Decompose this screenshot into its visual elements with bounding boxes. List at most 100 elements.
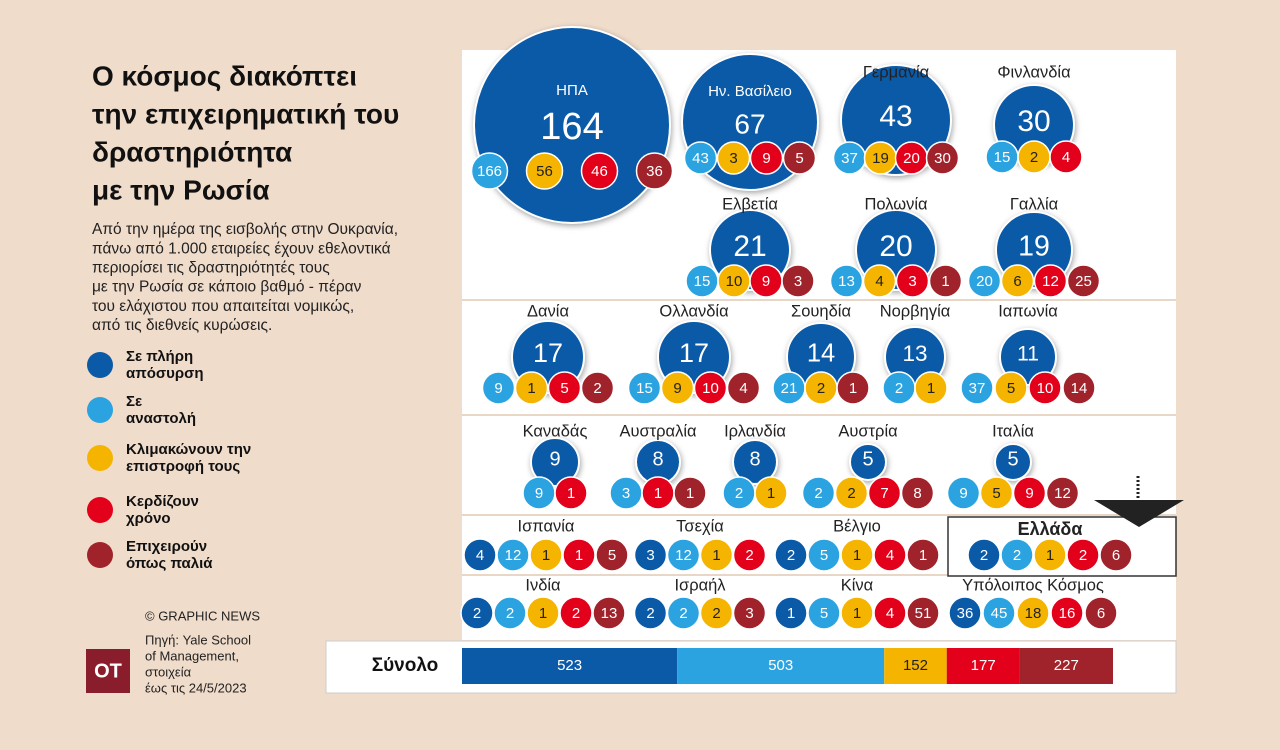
- subtitle-line: του ελάχιστου που απαιτείται νομικώς,: [92, 298, 354, 315]
- small-circle: [906, 596, 940, 630]
- legend-label: επιστροφή τους: [126, 458, 240, 475]
- small-circle: [1000, 538, 1034, 572]
- small-value: 1: [539, 605, 547, 622]
- legend-swatch: [87, 445, 113, 471]
- big-circle: [849, 443, 887, 481]
- credit: © GRAPHIC NEWS: [145, 608, 260, 623]
- country-name: Γαλλία: [1010, 195, 1059, 213]
- small-value: 2: [712, 605, 720, 622]
- country-name: Ιαπωνία: [998, 302, 1058, 320]
- country-name: Ινδία: [525, 576, 561, 594]
- total-value: 523: [557, 657, 582, 674]
- country-name: Αυστραλία: [619, 422, 697, 440]
- small-circle: [529, 538, 563, 572]
- subtitle-line: Από την ημέρα της εισβολής στην Ουκρανία…: [92, 221, 398, 238]
- small-circle: [635, 152, 674, 190]
- legend-label: Κερδίζουν: [126, 493, 199, 510]
- small-circle: [979, 476, 1014, 510]
- big-value: 5: [1007, 448, 1018, 470]
- small-circle: [562, 538, 596, 572]
- arrow: [1094, 476, 1184, 527]
- small-value: 13: [601, 605, 618, 622]
- small-circle: [460, 596, 494, 630]
- legend-label: Σε πλήρη: [126, 348, 193, 365]
- small-circle: [801, 476, 836, 510]
- total-segment: [462, 648, 678, 684]
- small-value: 1: [853, 605, 861, 622]
- small-circle: [699, 596, 734, 630]
- small-circle: [633, 538, 668, 572]
- small-value: 2: [895, 380, 903, 397]
- small-value: 4: [739, 380, 747, 397]
- small-value: 2: [814, 485, 822, 502]
- small-value: 1: [654, 485, 662, 502]
- small-value: 25: [1075, 273, 1092, 290]
- small-value: 3: [622, 485, 630, 502]
- country-name: Ιταλία: [992, 422, 1034, 440]
- country-name: Καναδάς: [523, 422, 588, 440]
- small-circle: [716, 141, 751, 175]
- small-value: 45: [991, 605, 1008, 622]
- small-value: 1: [575, 547, 583, 564]
- small-value: 9: [762, 150, 770, 167]
- small-circle: [829, 264, 864, 298]
- country-name: ΗΠΑ: [556, 82, 588, 99]
- small-value: 43: [692, 150, 709, 167]
- big-value: 17: [533, 338, 563, 368]
- logo-text: ΟΤ: [94, 660, 122, 682]
- country-name: Ισπανία: [518, 517, 575, 535]
- small-circle: [946, 476, 981, 510]
- big-value: 13: [902, 341, 927, 366]
- small-circle: [1028, 371, 1062, 405]
- small-circle: [526, 596, 560, 630]
- legend-label: Επιχειρούν: [126, 538, 207, 555]
- small-value: 1: [542, 547, 550, 564]
- small-value: 51: [915, 605, 932, 622]
- small-circle: [781, 264, 815, 298]
- logo-box: [86, 649, 130, 693]
- small-circle: [1066, 538, 1100, 572]
- small-value: 1: [853, 547, 861, 564]
- big-value: 19: [1018, 231, 1050, 263]
- small-circle: [559, 596, 593, 630]
- small-value: 9: [494, 380, 502, 397]
- subtitle-line: περιορίσει τις δραστηριότητές τους: [92, 259, 330, 276]
- total-segment: [884, 648, 947, 684]
- small-value: 1: [787, 605, 795, 622]
- legend-label: Κλιμακώνουν την: [126, 441, 251, 458]
- small-value: 15: [694, 273, 711, 290]
- small-circle: [967, 264, 1002, 298]
- small-value: 18: [1025, 605, 1042, 622]
- small-circle: [554, 476, 588, 510]
- small-value: 8: [913, 485, 921, 502]
- small-circle: [1062, 371, 1096, 405]
- big-value: 67: [734, 108, 765, 139]
- big-value: 9: [549, 448, 560, 470]
- small-value: 2: [506, 605, 514, 622]
- small-circle: [836, 371, 870, 405]
- small-value: 37: [841, 150, 858, 167]
- source-line: of Management,: [145, 648, 239, 663]
- legend-swatch: [87, 397, 113, 423]
- small-value: 2: [593, 380, 601, 397]
- small-circle: [1045, 476, 1080, 510]
- big-value: 30: [1017, 105, 1050, 138]
- small-circle: [928, 264, 963, 298]
- small-circle: [732, 538, 767, 572]
- country-name: Ισραήλ: [674, 576, 726, 594]
- small-circle: [1000, 264, 1035, 298]
- big-value: 8: [652, 448, 663, 470]
- small-value: 1: [567, 485, 575, 502]
- small-value: 5: [820, 605, 828, 622]
- small-value: 36: [957, 605, 974, 622]
- small-value: 5: [608, 547, 616, 564]
- small-value: 2: [679, 605, 687, 622]
- big-value: 5: [862, 448, 873, 470]
- small-circle: [862, 264, 897, 298]
- small-value: 1: [941, 273, 949, 290]
- subtitle-line: με την Ρωσία σε κάποιο βαθμό - πέραν: [92, 279, 362, 296]
- small-value: 15: [636, 380, 653, 397]
- small-value: 2: [1079, 547, 1087, 564]
- big-value: 164: [540, 106, 603, 148]
- small-circle: [960, 371, 994, 405]
